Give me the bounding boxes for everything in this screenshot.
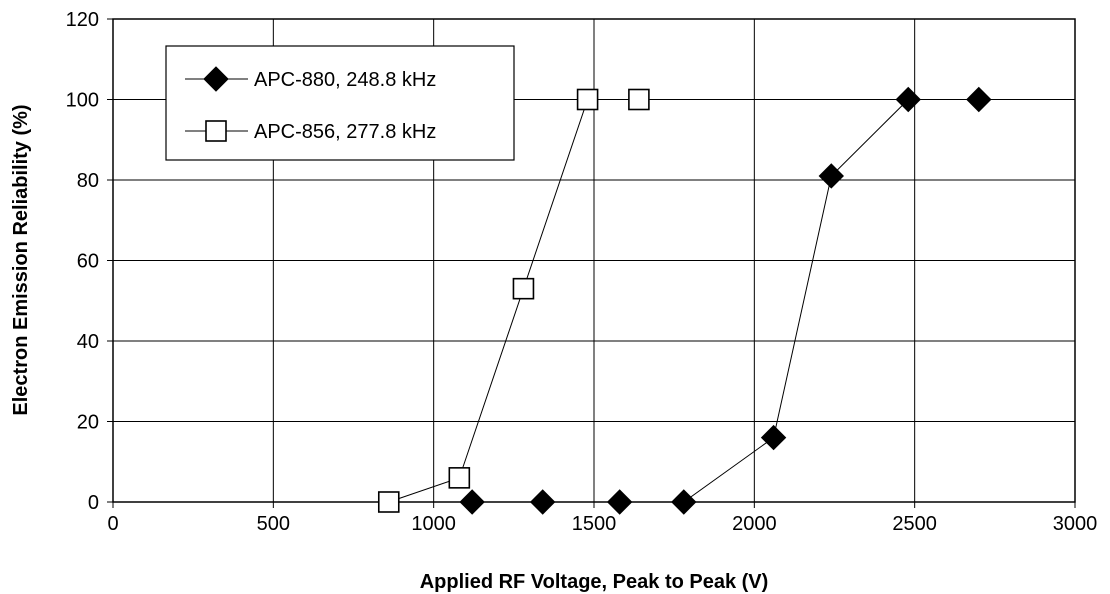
x-tick-label: 2000 xyxy=(732,513,777,535)
series-1 xyxy=(377,88,650,513)
x-tick-label: 2500 xyxy=(892,513,937,535)
y-tick-label: 60 xyxy=(77,251,99,273)
y-tick-label: 20 xyxy=(77,412,99,434)
data-point xyxy=(895,86,921,113)
data-point xyxy=(628,88,650,111)
data-point xyxy=(818,163,845,189)
x-tick-label: 1000 xyxy=(411,513,456,535)
x-tick-label: 500 xyxy=(257,513,290,535)
y-tick-label: 100 xyxy=(66,90,99,112)
data-point xyxy=(671,489,697,515)
legend: APC-880, 248.8 kHz APC-856, 277.8 kHz xyxy=(165,45,515,161)
series-line xyxy=(472,99,979,503)
legend-marker xyxy=(203,66,229,92)
data-point xyxy=(459,489,485,515)
y-axis-title: Electron Emission Reliability (%) xyxy=(10,104,32,415)
legend-item-1: APC-856, 277.8 kHz xyxy=(185,120,436,143)
x-tick-label: 0 xyxy=(107,513,118,535)
data-point xyxy=(448,467,471,489)
series-layer xyxy=(377,86,992,515)
legend-marker xyxy=(205,120,227,142)
x-axis-title: Applied RF Voltage, Peak to Peak (V) xyxy=(420,571,769,593)
data-point xyxy=(760,424,787,451)
data-point xyxy=(529,489,556,515)
tick-labels: 0 500 1000 1500 2000 2500 3000 0 20 40 60 80 100 120 xyxy=(66,9,1098,535)
y-tick-label: 120 xyxy=(66,9,99,31)
series-0 xyxy=(459,86,992,515)
legend-item-0: APC-880, 248.8 kHz xyxy=(185,66,436,92)
y-tick-label: 40 xyxy=(77,331,99,353)
legend-items: APC-880, 248.8 kHz APC-856, 277.8 kHz xyxy=(185,66,436,143)
data-point xyxy=(576,88,599,111)
data-point xyxy=(512,277,535,300)
data-point xyxy=(606,489,633,515)
legend-label: APC-856, 277.8 kHz xyxy=(254,121,436,143)
y-tick-label: 80 xyxy=(77,170,99,192)
data-point xyxy=(966,86,992,113)
x-tick-label: 3000 xyxy=(1053,513,1098,535)
legend-label: APC-880, 248.8 kHz xyxy=(254,69,436,91)
x-tick-label: 1500 xyxy=(572,513,617,535)
data-point xyxy=(377,491,400,513)
y-tick-label: 0 xyxy=(88,492,99,514)
